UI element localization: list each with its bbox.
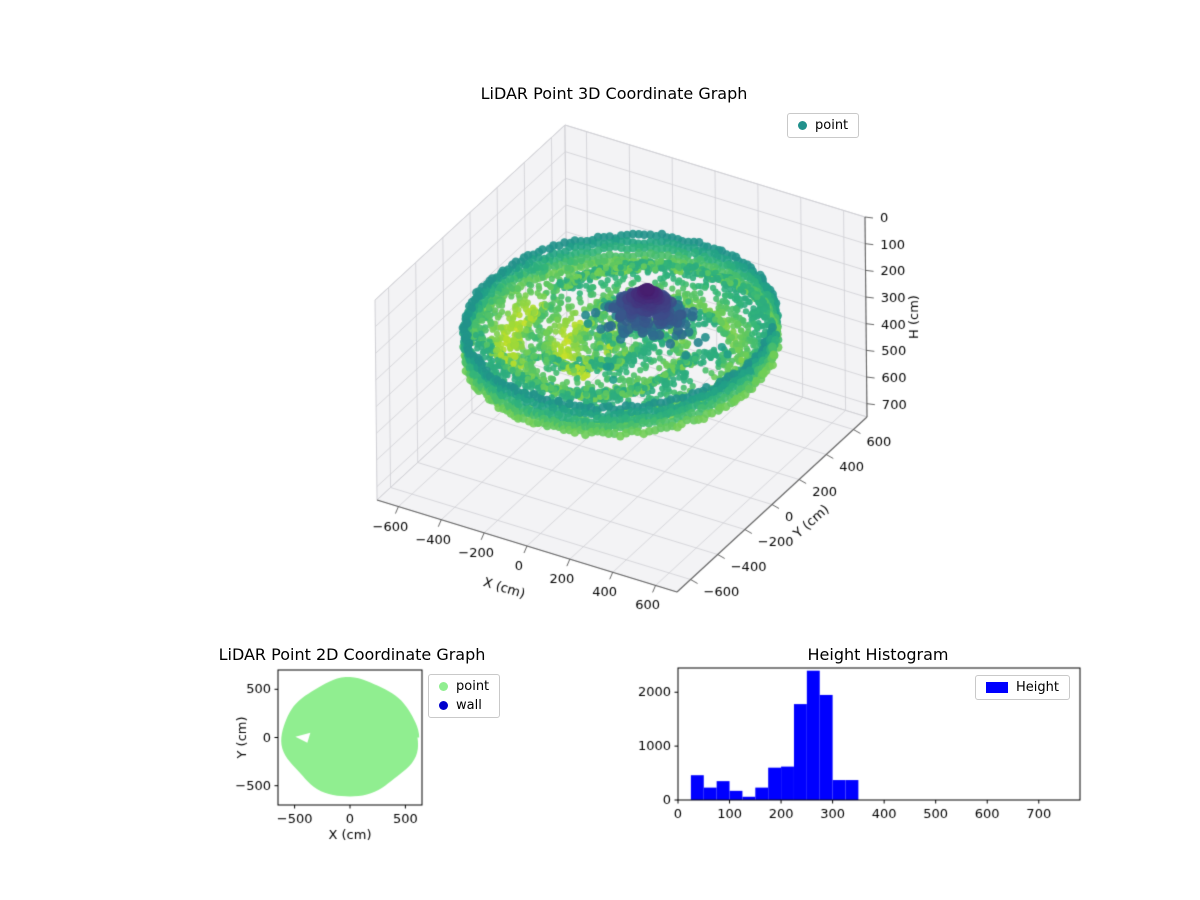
hist-legend: Height: [975, 675, 1070, 700]
hist-title: Height Histogram: [807, 645, 949, 664]
point-marker-icon: [798, 121, 807, 130]
point-marker-icon: [439, 682, 448, 691]
height-swatch-icon: [986, 682, 1008, 693]
plot2d-title: LiDAR Point 2D Coordinate Graph: [218, 645, 486, 664]
legend-label-wall: wall: [456, 698, 482, 713]
legend-row-height: Height: [986, 680, 1059, 695]
legend-row-point: point: [798, 118, 848, 133]
plot2d-legend: point wall: [428, 674, 501, 718]
legend-row-point: point: [439, 679, 489, 694]
wall-marker-icon: [439, 701, 448, 710]
legend-label-point: point: [815, 118, 849, 133]
plot3d-legend: point: [787, 113, 860, 138]
plot3d-title: LiDAR Point 3D Coordinate Graph: [480, 84, 748, 103]
legend-row-wall: wall: [439, 698, 489, 713]
legend-label-height: Height: [1016, 680, 1059, 695]
legend-label-point: point: [456, 679, 490, 694]
